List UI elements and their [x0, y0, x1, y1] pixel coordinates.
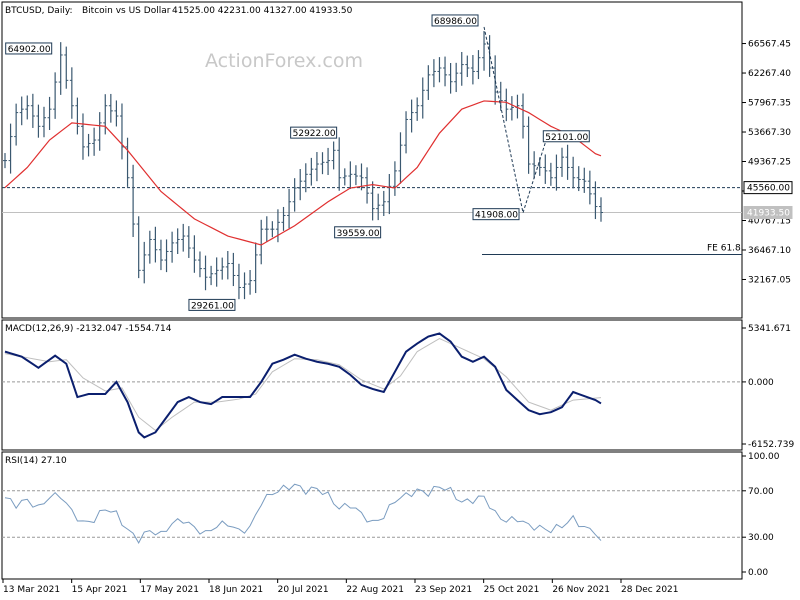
rsi-panel: RSI(14) 27.10 100.00 70.00 30.00 0.00	[1, 451, 780, 580]
rsi-y-tick-label: 30.00	[748, 533, 774, 543]
macd-panel: MACD(12,26,9) -2132.047 -1554.714 5341.6…	[1, 319, 794, 451]
x-tick-label: 15 Apr 2021	[72, 585, 128, 595]
moving-average-line	[4, 100, 602, 246]
price-panel: BTCUSD, Daily: Bitcoin vs US Dollar 4152…	[1, 1, 793, 319]
macd-y-axis: 5341.671 0.000 -6152.739	[742, 324, 794, 450]
price-annotations: 64902.00 68986.00 52922.00 52101.00 39559.00…	[5, 14, 793, 311]
price-frame	[1, 1, 743, 319]
x-tick-label: 17 May 2021	[140, 585, 199, 595]
macd-y-tick-label: 0.000	[748, 378, 774, 388]
price-annotation-label: 41908.00	[475, 211, 518, 221]
price-y-tick-label: 36467.10	[748, 246, 791, 256]
price-annotation-label: 52101.00	[545, 133, 588, 143]
price-header-ohlc: 41525.00 42231.00 41327.00 41933.50	[172, 6, 353, 16]
x-axis: 13 Mar 2021 15 Apr 2021 17 May 2021 18 Jun …	[2, 579, 679, 595]
price-annotation-box	[431, 14, 479, 27]
price-annotation-box	[472, 208, 520, 221]
watermark: ActionForex.com	[205, 50, 363, 72]
rsi-y-tick-label: 70.00	[748, 487, 774, 497]
last-price-tag-box	[743, 205, 793, 219]
price-annotation-label: 39559.00	[337, 229, 380, 239]
price-y-tick-label: 62267.40	[748, 69, 791, 79]
price-series	[2, 26, 742, 300]
price-y-tick-label: 40767.15	[748, 216, 791, 226]
level-tag-label: 45560.00	[747, 184, 790, 194]
x-tick-label: 13 Mar 2021	[3, 585, 60, 595]
price-annotation-label: 68986.00	[434, 17, 477, 27]
rsi-series	[2, 483, 742, 544]
rsi-y-tick-label: 0.00	[748, 568, 768, 578]
x-tick-label: 28 Dec 2021	[621, 585, 679, 595]
trend-line-down	[483, 26, 524, 213]
rsi-y-tick-label: 100.00	[748, 452, 780, 462]
macd-frame	[1, 319, 743, 451]
macd-y-tick-label: 5341.671	[748, 324, 791, 334]
macd-signal-line	[4, 337, 602, 431]
trend-line-up	[522, 142, 546, 213]
price-annotation-box	[290, 126, 338, 139]
price-y-tick-label: 53667.30	[748, 128, 791, 138]
price-annotation-box	[542, 130, 590, 143]
x-tick-label: 18 Jun 2021	[209, 585, 263, 595]
price-annotation-label: 52922.00	[293, 129, 336, 139]
price-y-axis: 66567.45 62267.40 57967.35 53667.30 49367.25…	[742, 40, 791, 285]
macd-label: MACD(12,26,9) -2132.047 -1554.714	[5, 324, 172, 334]
x-tick-label: 26 Nov 2021	[552, 585, 610, 595]
price-annotation-box	[5, 42, 53, 55]
rsi-y-axis: 100.00 70.00 30.00 0.00	[742, 452, 780, 578]
price-annotation-label: 64902.00	[8, 45, 51, 55]
macd-y-tick-label: -6152.739	[748, 440, 794, 450]
x-tick-label: 20 Jul 2021	[278, 585, 329, 595]
price-y-tick-label: 32167.05	[748, 275, 791, 285]
price-annotation-box	[334, 226, 382, 239]
macd-line	[4, 332, 602, 439]
price-annotation-box	[188, 298, 236, 311]
price-header-symbol: BTCUSD, Daily:	[5, 6, 73, 16]
x-tick-label: 23 Sep 2021	[415, 585, 472, 595]
x-tick-label: 22 Aug 2021	[346, 585, 404, 595]
rsi-line	[4, 483, 602, 544]
price-annotation-label: 29261.00	[191, 301, 234, 311]
level-tag-box	[743, 181, 793, 195]
rsi-frame	[1, 451, 743, 580]
price-header-description: Bitcoin vs US Dollar	[82, 6, 171, 16]
fe-label: FE 61.8	[707, 244, 741, 254]
x-tick-label: 25 Oct 2021	[484, 585, 540, 595]
price-y-tick-label: 57967.35	[748, 99, 791, 109]
macd-series	[2, 332, 742, 439]
price-y-tick-label: 66567.45	[748, 40, 791, 50]
last-price-tag-label: 41933.50	[747, 208, 790, 218]
price-y-tick-label: 49367.25	[748, 158, 791, 168]
rsi-label: RSI(14) 27.10	[5, 456, 67, 466]
